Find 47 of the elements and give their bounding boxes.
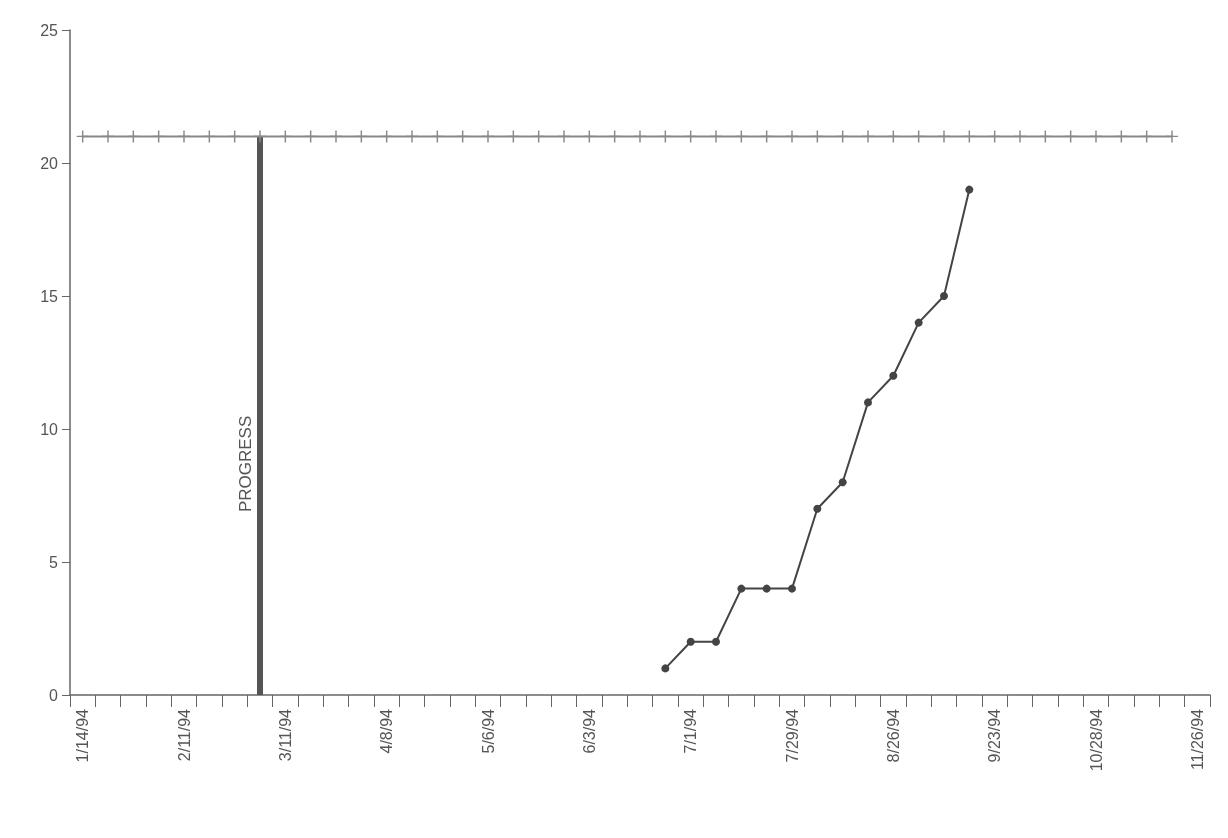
point: [254, 130, 266, 143]
point: [102, 130, 114, 143]
x-tick-label: 8/26/94: [884, 708, 902, 763]
x-tick-label: 6/3/94: [580, 708, 598, 754]
point: [914, 318, 923, 327]
point: [558, 130, 570, 143]
point: [686, 637, 695, 646]
point: [788, 584, 796, 593]
y-tick-label: 20: [40, 154, 59, 172]
point: [862, 130, 874, 143]
point: [712, 637, 720, 646]
point: [737, 584, 746, 593]
y-tick-label: 25: [40, 21, 59, 39]
point: [330, 130, 342, 143]
x-tick-label: 7/1/94: [682, 708, 700, 754]
x-tick-label: 1/14/94: [74, 708, 92, 763]
point: [938, 130, 950, 143]
x-tick-label: 3/11/94: [276, 708, 294, 762]
point: [661, 664, 670, 673]
point: [838, 478, 847, 487]
y-tick-label: 0: [49, 686, 59, 704]
point: [406, 130, 418, 143]
point: [965, 185, 974, 194]
y-tick-label: 5: [49, 553, 59, 571]
x-tick-label: 7/29/94: [783, 708, 801, 763]
point: [813, 504, 822, 513]
point: [710, 130, 722, 143]
x-tick-label: 2/11/94: [175, 708, 193, 762]
point: [889, 371, 898, 380]
point: [786, 130, 798, 143]
point: [1090, 130, 1102, 143]
point: [762, 584, 771, 593]
point: [1014, 130, 1026, 143]
point: [940, 292, 948, 300]
text: PROGRESS: [235, 415, 255, 513]
point: [482, 130, 494, 143]
x-tick-label: 9/23/94: [986, 708, 1004, 763]
point: [1166, 130, 1178, 143]
x-tick-label: 5/6/94: [479, 708, 497, 754]
x-tick-label: 11/26/94: [1188, 708, 1206, 771]
y-tick-label: 15: [40, 287, 59, 305]
point: [178, 130, 190, 143]
point: [864, 398, 872, 407]
x-tick-label: 10/28/94: [1087, 708, 1105, 772]
point: [634, 130, 646, 143]
y-tick-label: 10: [40, 420, 59, 438]
x-tick-label: 4/8/94: [378, 708, 396, 754]
